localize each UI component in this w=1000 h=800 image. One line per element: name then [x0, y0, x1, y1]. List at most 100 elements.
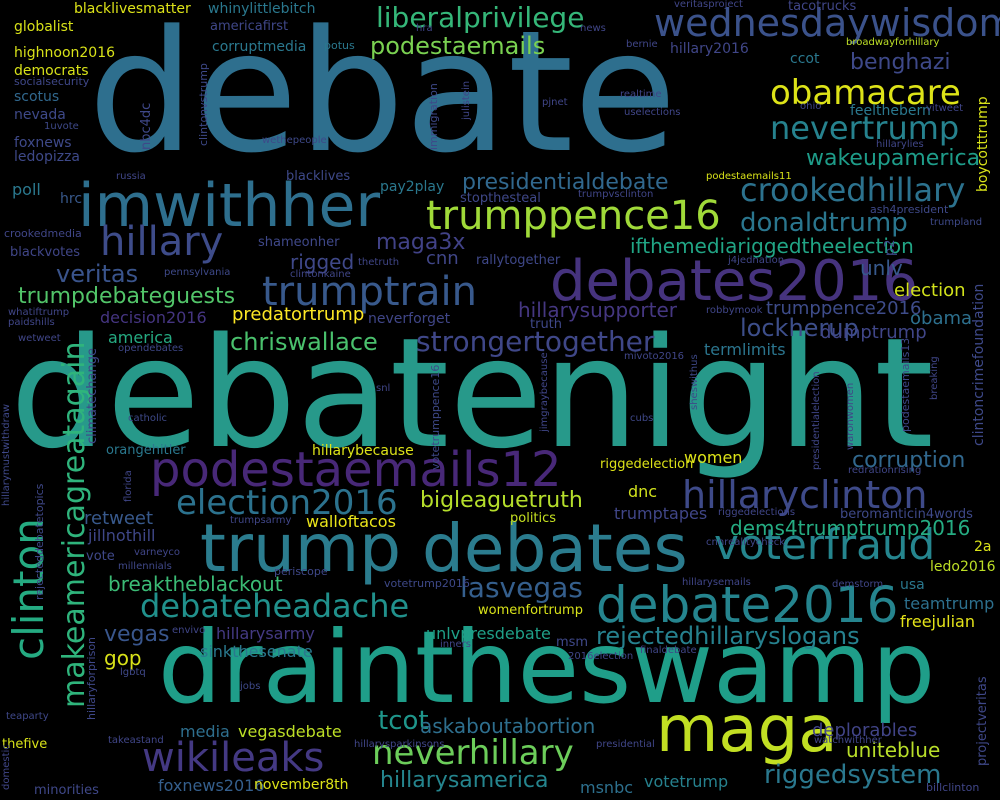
word-1uvote: 1uvote — [44, 121, 79, 132]
word-billclinton: billclinton — [926, 781, 980, 794]
word-socialsecurity: socialsecurity — [14, 75, 90, 88]
word-msm: msm — [556, 635, 589, 650]
word-trumpland: trumpland — [930, 217, 983, 228]
word-askaboutabortion: askaboutabortion — [420, 714, 596, 738]
word-climatechange: climatechange — [85, 348, 100, 444]
word-breaking: breaking — [929, 356, 940, 400]
word-nevertrump: nevertrump — [770, 109, 960, 147]
word-p2: p2 — [883, 239, 898, 256]
word-trump-debates: trump debates — [200, 510, 688, 587]
word-predatortrump: predatortrump — [232, 304, 365, 325]
word-america: america — [108, 328, 173, 347]
word-unlvpresdebate: unlvpresdebate — [426, 624, 551, 643]
word-rejectedhillaryslogans: rejectedhillaryslogans — [596, 622, 860, 650]
word-vote: vote — [86, 549, 115, 564]
word-tacotrucks: tacotrucks — [788, 0, 857, 14]
word-hillarysemails: hillarysemails — [682, 577, 751, 588]
word-trumptapes: trumptapes — [614, 504, 708, 523]
word-wakeupamerica: wakeupamerica — [806, 146, 981, 171]
word-neverforget: neverforget — [368, 311, 451, 327]
word-donaldtrump: donaldtrump — [740, 208, 908, 238]
word-envivo: envivo — [172, 625, 206, 636]
word-wethepeople: wethepeople — [262, 135, 327, 146]
word-riggedelection: riggedelection — [600, 457, 694, 472]
word-orangehitler: orangehitler — [106, 443, 186, 458]
word-voterfraud: voterfraud — [714, 520, 936, 569]
word-deplorables: deplorables — [812, 720, 918, 741]
word-rallytogether: rallytogether — [476, 253, 561, 268]
word-uniteblue: uniteblue — [846, 738, 941, 762]
word-wikileaks: wikileaks — [142, 735, 325, 781]
word-strongertogether: strongertogether — [416, 325, 655, 358]
word-womenfortrump: womenfortrump — [478, 603, 583, 618]
word-scotus: scotus — [14, 89, 60, 105]
word-hillary2016: hillary2016 — [670, 41, 749, 57]
word-pay2play: pay2play — [380, 179, 445, 195]
word-mivoto2016: mivoto2016 — [624, 351, 685, 362]
word-lasvegas: lasvegas — [460, 571, 583, 604]
word-thefive: thefive — [2, 737, 48, 752]
word-takeastand: takeastand — [108, 735, 164, 746]
word-highnoon2016: highnoon2016 — [14, 45, 116, 61]
word-benghazi: benghazi — [850, 50, 951, 75]
word-hillarymustwithdraw: hillarymustwithdraw — [1, 403, 12, 506]
word-pjnet: pjnet — [542, 97, 568, 108]
word-bigleaguetruth: bigleaguetruth — [420, 488, 583, 513]
word-whatiftrump: whatiftrump — [8, 307, 70, 318]
word-jimgraybecause: jimgraybecause — [539, 352, 550, 432]
word-poll: poll — [12, 180, 41, 199]
word-ledo2016: ledo2016 — [930, 559, 996, 575]
word-hra: hra — [416, 23, 433, 34]
word-russia: russia — [116, 171, 146, 182]
word-waronwomen: waronwomen — [845, 382, 856, 450]
word-florida: florida — [123, 470, 134, 502]
word-j4jednation: j4jednation — [728, 255, 785, 266]
word-debate: debate — [88, 0, 677, 190]
word-tcot: tcot — [378, 706, 429, 736]
word-finaldebate: finaldebate — [640, 645, 697, 656]
word-americafirst: americafirst — [210, 19, 289, 34]
word-paidshills: paidshills — [8, 317, 55, 328]
word-crookedhillary: crookedhillary — [740, 171, 966, 209]
word-dems4trumptrump2016: dems4trumptrump2016 — [730, 516, 971, 540]
word-walloftacos: walloftacos — [306, 512, 396, 531]
word-presidential: presidential — [596, 739, 655, 750]
word-watchwithher: watchwithher — [814, 735, 882, 746]
word-cnn: cnn — [426, 248, 459, 269]
word-2016election: 2016election — [568, 651, 634, 662]
word-lockherup: lockherup — [740, 314, 859, 342]
word-stopthesteal: stopthesteal — [460, 191, 541, 206]
word-veritas: veritas — [56, 260, 139, 288]
word-nbc4dc: nbc4dc — [139, 102, 154, 150]
word-jobs: jobs — [240, 681, 261, 692]
word-obama: obama — [910, 308, 973, 329]
word-breaktheblackout: breaktheblackout — [108, 572, 283, 596]
word-ledopizza: ledopizza — [14, 149, 81, 165]
word-minorities: minorities — [34, 783, 99, 798]
word-feelthebern: feelthebern — [850, 103, 931, 119]
word-ash4president: ash4president — [870, 203, 949, 216]
word-hillary: hillary — [100, 219, 224, 265]
word-bernie: bernie — [626, 39, 658, 50]
word-foxnews2016: foxnews2016 — [158, 776, 265, 795]
word-crookedmedia: crookedmedia — [4, 227, 82, 240]
word-trumptrain: trumptrain — [262, 269, 477, 315]
word-debatenight: debatenight — [10, 305, 934, 482]
word-periscope: periscope — [274, 565, 328, 578]
word-corruptmedia: corruptmedia — [212, 39, 307, 55]
word-trumpdebateguests: trumpdebateguests — [18, 284, 236, 309]
word-hrc: hrc — [60, 191, 83, 207]
word-rigged: rigged — [290, 250, 355, 274]
word-jillnothill: jillnothill — [88, 526, 156, 545]
word-neverhillary: neverhillary — [372, 733, 574, 773]
word-hillarylies: hillarylies — [876, 139, 924, 150]
word-hillarysparkinsons: hillarysparkinsons — [354, 739, 445, 750]
word-podestaemails11: podestaemails11 — [706, 171, 792, 182]
word-foxnews: foxnews — [14, 135, 72, 151]
word-redrationrising: redrationrising — [848, 465, 922, 476]
word-votetrump: votetrump — [644, 772, 729, 791]
word-globalist: globalist — [14, 19, 74, 35]
word-teamtrump: teamtrump — [904, 594, 995, 613]
word-dumptrump: dumptrump — [820, 322, 927, 343]
word-wetweet: wetweet — [18, 333, 61, 344]
